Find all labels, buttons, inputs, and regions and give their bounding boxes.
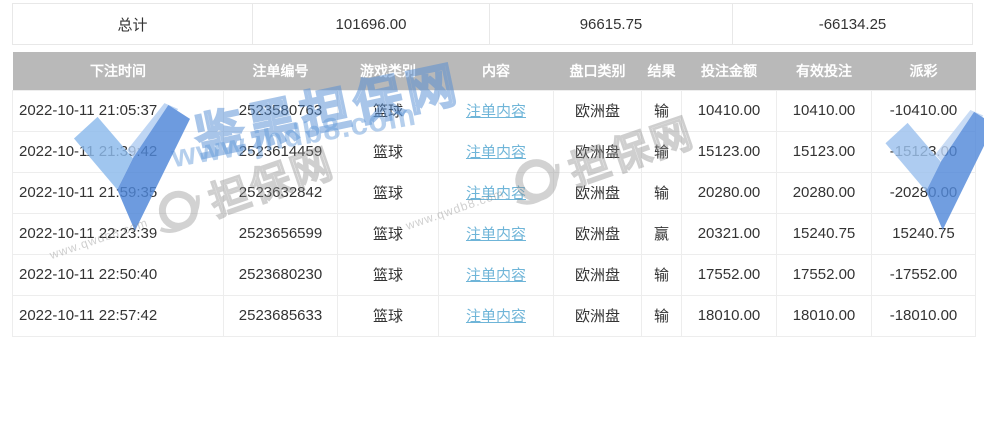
bet-time-cell: 2022-10-11 22:57:42 bbox=[12, 294, 224, 337]
game-type-cell: 篮球 bbox=[337, 294, 439, 337]
bet-amount-cell: 17552.00 bbox=[681, 253, 777, 296]
header-valid-bet: 有效投注 bbox=[776, 52, 872, 90]
game-type-cell: 篮球 bbox=[337, 253, 439, 296]
content-cell: 注单内容 bbox=[438, 89, 554, 132]
bet-id-cell: 2523632842 bbox=[223, 171, 338, 214]
payout-cell: -10410.00 bbox=[871, 89, 976, 132]
table-row: 2022-10-11 21:59:35 2523632842 篮球 注单内容 欧… bbox=[12, 171, 976, 214]
header-result: 结果 bbox=[641, 52, 682, 90]
header-payout: 派彩 bbox=[871, 52, 976, 90]
summary-cells: 总计 101696.00 96615.75 -66134.25 bbox=[12, 3, 973, 45]
market-type-cell: 欧洲盘 bbox=[553, 294, 642, 337]
bet-amount-cell: 20280.00 bbox=[681, 171, 777, 214]
game-type-cell: 篮球 bbox=[337, 130, 439, 173]
result-cell: 输 bbox=[641, 253, 682, 296]
bet-amount-cell: 20321.00 bbox=[681, 212, 777, 255]
content-cell: 注单内容 bbox=[438, 253, 554, 296]
payout-cell: 15240.75 bbox=[871, 212, 976, 255]
valid-bet-cell: 15240.75 bbox=[776, 212, 872, 255]
header-row: 下注时间 注单编号 游戏类别 内容 盘口类别 结果 投注金额 有效投注 派彩 bbox=[12, 52, 976, 90]
valid-bet-cell: 17552.00 bbox=[776, 253, 872, 296]
header-market-type: 盘口类别 bbox=[553, 52, 642, 90]
payout-cell: -20280.00 bbox=[871, 171, 976, 214]
bet-amount-cell: 15123.00 bbox=[681, 130, 777, 173]
header-bet-id: 注单编号 bbox=[223, 52, 338, 90]
bet-time-cell: 2022-10-11 22:23:39 bbox=[12, 212, 224, 255]
summary-valid-bet: 96615.75 bbox=[489, 3, 733, 45]
content-cell: 注单内容 bbox=[438, 212, 554, 255]
valid-bet-cell: 20280.00 bbox=[776, 171, 872, 214]
game-type-cell: 篮球 bbox=[337, 89, 439, 132]
bet-content-link[interactable]: 注单内容 bbox=[465, 267, 526, 284]
result-cell: 输 bbox=[641, 130, 682, 173]
market-type-cell: 欧洲盘 bbox=[553, 130, 642, 173]
summary-total-bet: 101696.00 bbox=[252, 3, 490, 45]
bet-id-cell: 2523656599 bbox=[223, 212, 338, 255]
summary-row: 总计 101696.00 96615.75 -66134.25 bbox=[12, 3, 973, 45]
bet-time-cell: 2022-10-11 21:05:37 bbox=[12, 89, 224, 132]
bet-id-cell: 2523680230 bbox=[223, 253, 338, 296]
payout-cell: -18010.00 bbox=[871, 294, 976, 337]
summary-payout: -66134.25 bbox=[732, 3, 973, 45]
market-type-cell: 欧洲盘 bbox=[553, 171, 642, 214]
bet-time-cell: 2022-10-11 22:50:40 bbox=[12, 253, 224, 296]
result-cell: 输 bbox=[641, 171, 682, 214]
bet-content-link[interactable]: 注单内容 bbox=[465, 185, 526, 202]
payout-cell: -15123.00 bbox=[871, 130, 976, 173]
bet-content-link[interactable]: 注单内容 bbox=[465, 308, 526, 325]
bet-amount-cell: 10410.00 bbox=[681, 89, 777, 132]
game-type-cell: 篮球 bbox=[337, 212, 439, 255]
market-type-cell: 欧洲盘 bbox=[553, 89, 642, 132]
table-row: 2022-10-11 21:05:37 2523580763 篮球 注单内容 欧… bbox=[12, 89, 976, 132]
content-cell: 注单内容 bbox=[438, 294, 554, 337]
result-cell: 输 bbox=[641, 89, 682, 132]
table-row: 2022-10-11 22:50:40 2523680230 篮球 注单内容 欧… bbox=[12, 253, 976, 296]
header-bet-time: 下注时间 bbox=[12, 52, 224, 90]
bet-id-cell: 2523580763 bbox=[223, 89, 338, 132]
header-bet-amount: 投注金额 bbox=[681, 52, 777, 90]
table-row: 2022-10-11 21:39:42 2523614459 篮球 注单内容 欧… bbox=[12, 130, 976, 173]
header-game-type: 游戏类别 bbox=[337, 52, 439, 90]
table-row: 2022-10-11 22:23:39 2523656599 篮球 注单内容 欧… bbox=[12, 212, 976, 255]
header-content: 内容 bbox=[438, 52, 554, 90]
summary-label: 总计 bbox=[12, 3, 253, 45]
market-type-cell: 欧洲盘 bbox=[553, 253, 642, 296]
bet-id-cell: 2523685633 bbox=[223, 294, 338, 337]
bet-id-cell: 2523614459 bbox=[223, 130, 338, 173]
game-type-cell: 篮球 bbox=[337, 171, 439, 214]
table-row: 2022-10-11 22:57:42 2523685633 篮球 注单内容 欧… bbox=[12, 294, 976, 337]
bet-time-cell: 2022-10-11 21:39:42 bbox=[12, 130, 224, 173]
bet-content-link[interactable]: 注单内容 bbox=[465, 103, 526, 120]
valid-bet-cell: 15123.00 bbox=[776, 130, 872, 173]
result-cell: 输 bbox=[641, 294, 682, 337]
valid-bet-cell: 18010.00 bbox=[776, 294, 872, 337]
records-table: 下注时间 注单编号 游戏类别 内容 盘口类别 结果 投注金额 有效投注 派彩 2… bbox=[12, 52, 976, 337]
bet-time-cell: 2022-10-11 21:59:35 bbox=[12, 171, 224, 214]
payout-cell: -17552.00 bbox=[871, 253, 976, 296]
valid-bet-cell: 10410.00 bbox=[776, 89, 872, 132]
market-type-cell: 欧洲盘 bbox=[553, 212, 642, 255]
bet-content-link[interactable]: 注单内容 bbox=[465, 226, 526, 243]
result-cell: 赢 bbox=[641, 212, 682, 255]
bet-content-link[interactable]: 注单内容 bbox=[465, 144, 526, 161]
content-cell: 注单内容 bbox=[438, 130, 554, 173]
bet-amount-cell: 18010.00 bbox=[681, 294, 777, 337]
content-cell: 注单内容 bbox=[438, 171, 554, 214]
